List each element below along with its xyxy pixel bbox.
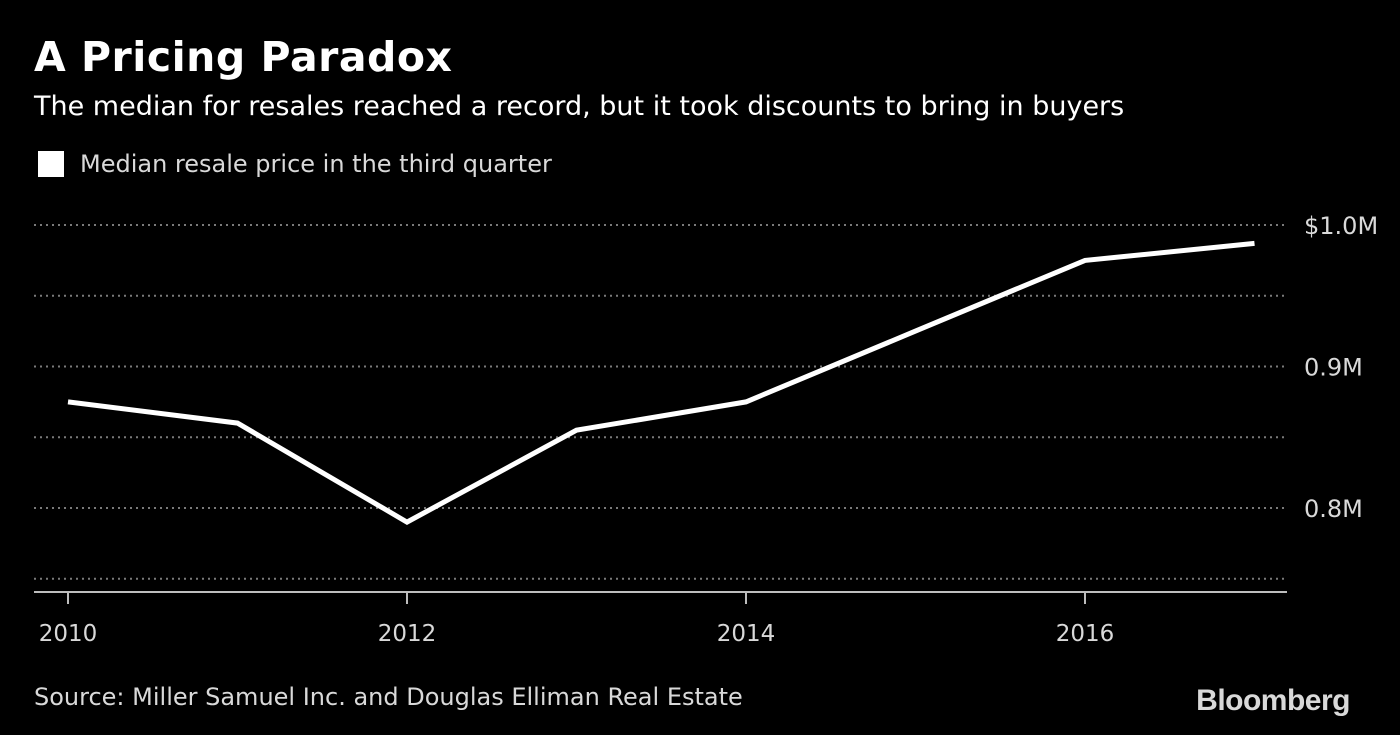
gridlines [34,224,1287,580]
legend: Median resale price in the third quarter [38,148,552,180]
y-tick-label: 0.9M [1304,354,1363,382]
source-note: Source: Miller Samuel Inc. and Douglas E… [34,683,743,711]
x-tick-label: 2012 [378,621,437,647]
chart-title: A Pricing Paradox [34,33,453,81]
legend-label: Median resale price in the third quarter [80,150,552,178]
x-axis [34,591,1287,604]
x-tick-label: 2014 [717,621,776,647]
series-line [67,240,1255,525]
y-axis-labels: 0.8M 0.9M $1.0M [1304,212,1378,523]
x-axis-labels: 2010 2012 2014 2016 [39,621,1115,647]
y-tick-label: 0.8M [1304,495,1363,523]
legend-swatch [38,151,64,177]
x-tick-label: 2010 [39,621,98,647]
chart-subtitle: The median for resales reached a record,… [34,91,1125,122]
y-tick-label: $1.0M [1304,212,1378,240]
bloomberg-logo: Bloomberg [1196,684,1350,717]
series-layer [67,240,1255,525]
x-tick-label: 2016 [1056,621,1115,647]
